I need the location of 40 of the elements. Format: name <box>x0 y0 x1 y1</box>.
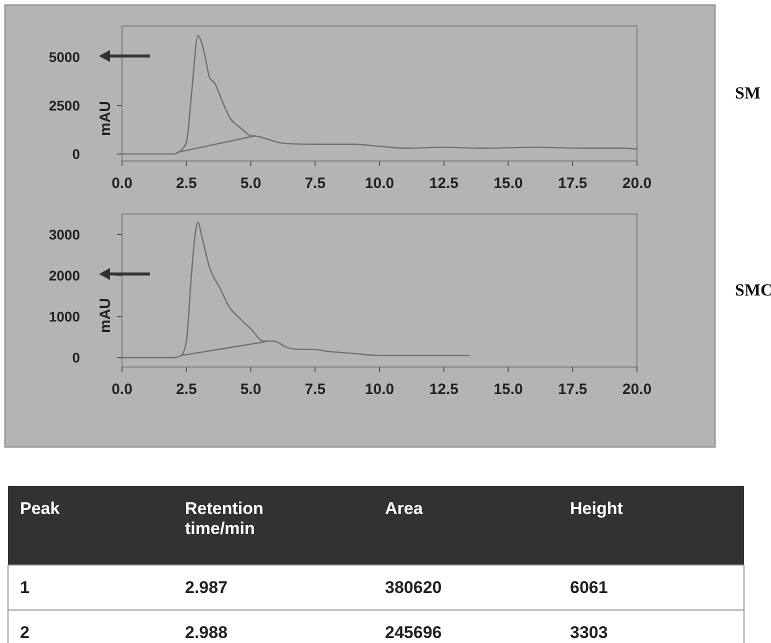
text: 245696 <box>385 623 442 642</box>
x-tick-label: 20.0 <box>622 381 652 398</box>
x-tick-label: 17.5 <box>558 175 588 192</box>
text: Height <box>570 499 624 518</box>
y-tick-label: 5000 <box>48 49 80 66</box>
x-tick-label: 5.0 <box>240 175 262 192</box>
x-tick-label: 12.5 <box>429 175 458 192</box>
x-tick-label: 20.0 <box>622 175 652 192</box>
text: 2 <box>20 623 30 642</box>
text: 2.987 <box>185 578 228 597</box>
x-tick-label: 15.0 <box>494 381 523 398</box>
x-tick-label: 10.0 <box>364 175 394 192</box>
y-axis-title: mAU <box>97 100 114 136</box>
text: Area <box>385 499 424 518</box>
text: Retention time/min <box>185 499 264 538</box>
y-tick-label: 0 <box>72 350 80 366</box>
x-tick-label: 0.0 <box>112 381 132 398</box>
x-tick-label: 17.5 <box>558 381 588 398</box>
y-tick-label: 2000 <box>48 268 80 284</box>
y-tick-label: 0 <box>72 146 80 162</box>
x-tick-label: 10.0 <box>364 381 394 398</box>
text: 2.988 <box>185 623 228 642</box>
x-tick-label: 2.5 <box>176 175 197 192</box>
text: 6061 <box>570 578 608 597</box>
text: Peak <box>20 499 60 518</box>
x-tick-label: 15.0 <box>494 175 523 192</box>
y-tick-label: 1000 <box>48 308 80 325</box>
x-tick-label: 5.0 <box>240 381 262 398</box>
text: 380620 <box>385 578 442 597</box>
y-tick-label: 3000 <box>48 226 80 243</box>
x-tick-label: 7.5 <box>304 381 326 398</box>
y-axis-title: mAU <box>97 298 114 334</box>
text: 1 <box>20 578 30 597</box>
x-tick-label: 2.5 <box>176 381 197 398</box>
x-tick-label: 12.5 <box>429 381 458 398</box>
x-tick-label: 7.5 <box>304 175 326 192</box>
text: 3303 <box>570 623 608 642</box>
text: SM <box>735 84 760 102</box>
y-tick-label: 2500 <box>48 98 80 114</box>
x-tick-label: 0.0 <box>112 175 132 192</box>
